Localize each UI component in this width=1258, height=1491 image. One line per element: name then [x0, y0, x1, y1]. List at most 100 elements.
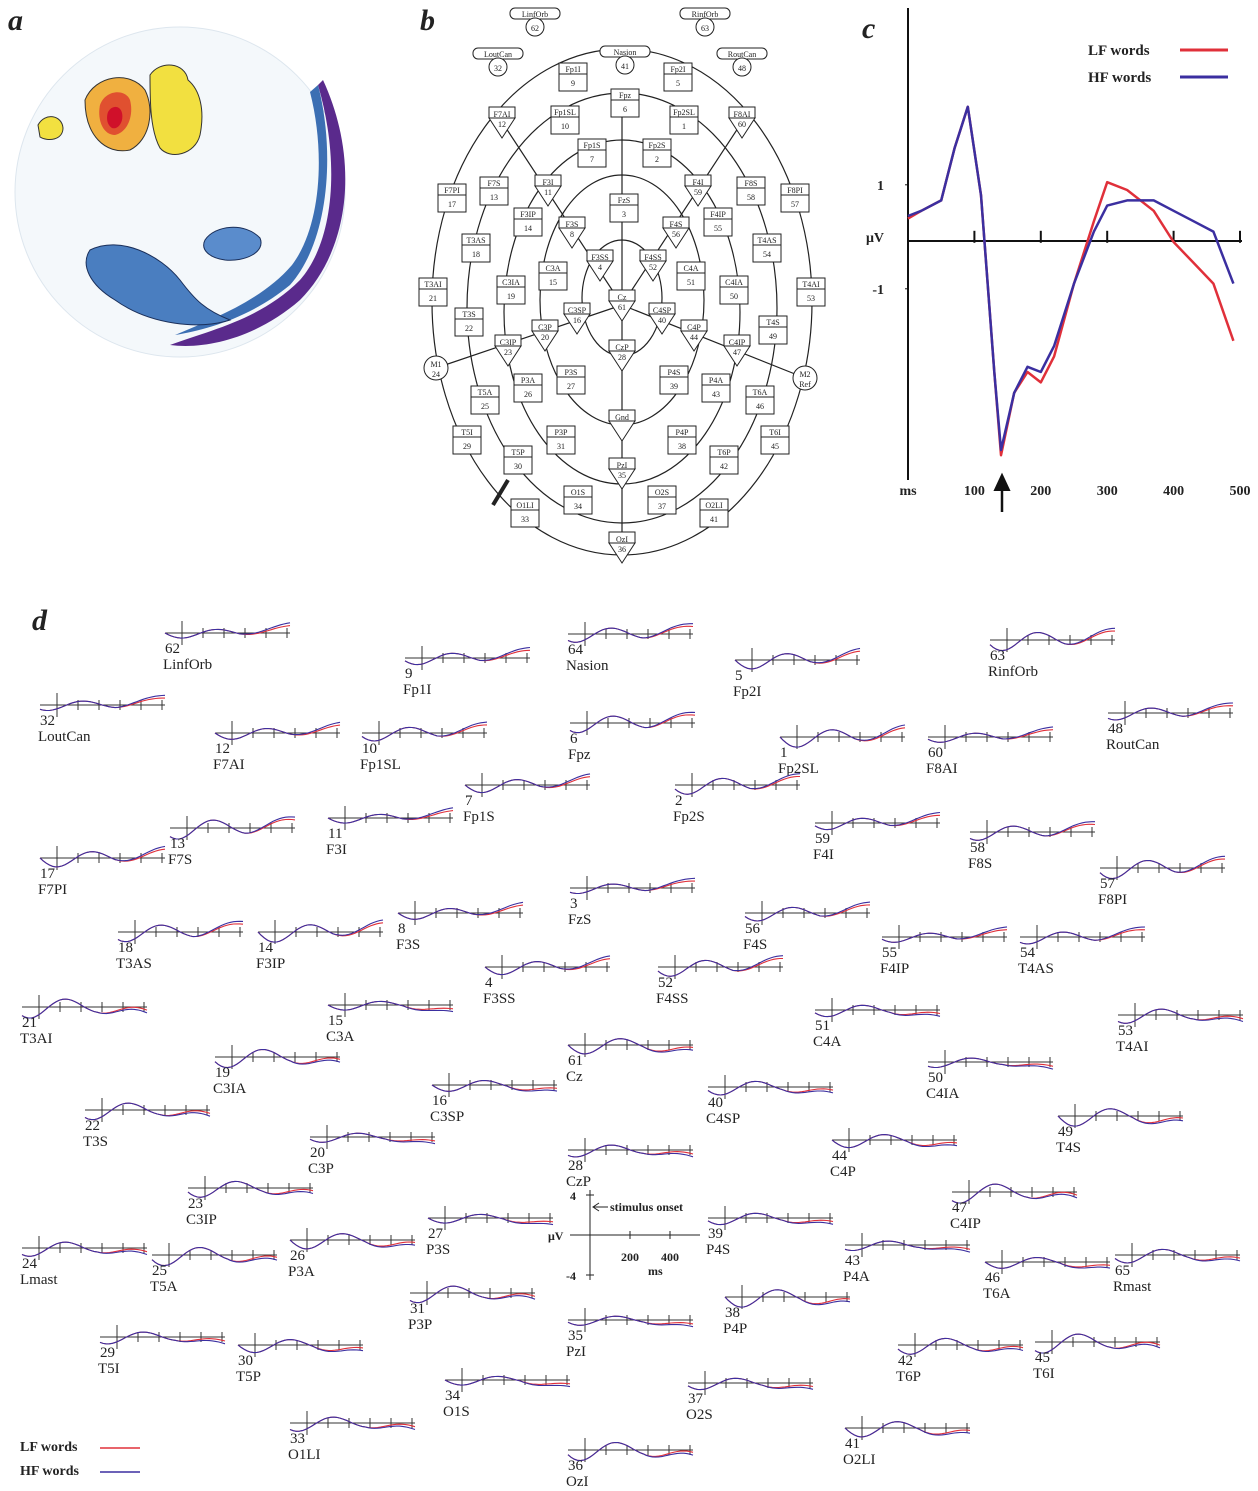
- electrode-waveform: 44C4P: [830, 1128, 957, 1180]
- electrode-name: F4S: [743, 937, 767, 953]
- node-number: 53: [807, 294, 815, 303]
- node-number: 7: [590, 155, 594, 164]
- node-number: 34: [574, 502, 582, 511]
- node-number: 10: [561, 122, 569, 131]
- node-number: 23: [504, 348, 512, 357]
- waveform-hf: [985, 1258, 1110, 1269]
- scale-tick-label: -4: [566, 1269, 576, 1283]
- node-label: T5I: [461, 428, 473, 437]
- waveform-hf: [328, 808, 453, 823]
- node-number: 30: [514, 462, 522, 471]
- waveform-hf: [708, 1213, 833, 1224]
- node-label: F3SS: [591, 253, 608, 262]
- waveform-hf: [100, 1332, 225, 1344]
- electrode-node: M124: [424, 356, 448, 380]
- electrode-name: CzP: [566, 1174, 591, 1190]
- electrode-name: P4P: [723, 1321, 747, 1337]
- waveform-hf: [568, 624, 693, 643]
- electrode-name: T5P: [236, 1369, 261, 1385]
- legend-label: HF words: [20, 1464, 80, 1479]
- electrode-number: 28: [568, 1158, 583, 1174]
- node-number: 46: [756, 402, 764, 411]
- electrode-node: T6A46: [746, 386, 774, 414]
- electrode-waveform: 50C4IA: [926, 1050, 1053, 1102]
- waveform-hf: [928, 727, 1053, 742]
- scale-tick-label: 400: [661, 1250, 679, 1264]
- electrode-waveform: 63RinfOrb: [988, 628, 1115, 680]
- electrode-waveform: 7Fp1S: [463, 773, 590, 825]
- electrode-waveform: 26P3A: [288, 1228, 415, 1280]
- electrode-node: P4A43: [702, 374, 730, 402]
- electrode-waveform: 14F3IP: [256, 920, 383, 972]
- electrode-number: 14: [258, 940, 274, 956]
- scale-tick-label: 200: [621, 1250, 639, 1264]
- node-number: 21: [429, 294, 437, 303]
- electrode-name: Cz: [566, 1069, 583, 1085]
- y-tick-label: -1: [872, 283, 884, 298]
- waveform-lf: [1115, 1249, 1240, 1263]
- electrode-name: F7S: [168, 852, 192, 868]
- node-number: 62: [531, 24, 539, 33]
- electrode-number: 11: [328, 826, 342, 842]
- electrode-waveform: 28CzP: [566, 1138, 693, 1190]
- node-label: O2S: [655, 488, 669, 497]
- waveform-hf: [745, 902, 870, 921]
- electrode-name: F4SS: [656, 991, 689, 1007]
- node-label: C3A: [545, 264, 560, 273]
- electrode-number: 53: [1118, 1023, 1133, 1039]
- electrode-waveform: 48RoutCan: [1106, 701, 1233, 753]
- electrode-number: 48: [1108, 721, 1123, 737]
- electrode-number: 58: [970, 840, 985, 856]
- electrode-number: 10: [362, 741, 377, 757]
- electrode-waveform: 49T4S: [1056, 1104, 1183, 1156]
- node-number: 35: [618, 471, 626, 480]
- node-number: 58: [747, 193, 755, 202]
- node-number: 57: [791, 200, 799, 209]
- node-label: CzP: [615, 343, 629, 352]
- electrode-waveform: 29T5I: [98, 1325, 225, 1377]
- node-label: P3S: [565, 368, 578, 377]
- node-number: 3: [622, 210, 626, 219]
- electrode-number: 39: [708, 1226, 723, 1242]
- electrode-number: 23: [188, 1196, 203, 1212]
- electrode-number: 46: [985, 1270, 1001, 1286]
- waveform-hf: [290, 1234, 415, 1249]
- node-label: T6P: [717, 448, 731, 457]
- node-label: C4IP: [729, 338, 746, 347]
- electrode-number: 52: [658, 975, 673, 991]
- node-label: Fp1I: [565, 65, 580, 74]
- electrode-name: T6P: [896, 1369, 921, 1385]
- node-label: C4IA: [725, 278, 743, 287]
- x-axis-label: ms: [899, 484, 917, 499]
- node-label: PzI: [617, 461, 628, 470]
- electrode-node: C4A51: [677, 262, 705, 290]
- x-tick-label: 400: [1163, 484, 1184, 499]
- electrode-number: 34: [445, 1388, 461, 1404]
- electrode-node: CzP28: [609, 340, 635, 371]
- electrode-node: F4I59: [685, 175, 711, 206]
- waveform-hf: [165, 623, 290, 638]
- electrode-number: 17: [40, 866, 56, 882]
- electrode-node: F7PI17: [438, 184, 466, 212]
- node-label: Fp2S: [649, 141, 666, 150]
- electrode-node: Fp1I9: [559, 63, 587, 91]
- electrode-number: 24: [22, 1256, 38, 1272]
- electrode-node: C3IA19: [497, 276, 525, 304]
- electrode-waveform: 22T3S: [83, 1098, 210, 1150]
- electrode-number: 47: [952, 1200, 968, 1216]
- node-label: P4P: [676, 428, 689, 437]
- node-number: 31: [557, 442, 565, 451]
- node-number: 13: [490, 193, 498, 202]
- waveform-hf: [845, 1422, 970, 1437]
- node-number: 16: [573, 316, 581, 325]
- node-number: 41: [710, 515, 718, 524]
- electrode-number: 31: [410, 1301, 425, 1317]
- node-label: Fp2I: [670, 65, 685, 74]
- figure: a b c d LinfOrb62RinfOrb63LoutCan32Nasio…: [0, 0, 1258, 1486]
- node-number: 17: [448, 200, 456, 209]
- electrode-name: C3P: [308, 1161, 334, 1177]
- electrode-node: F3I11: [535, 175, 561, 206]
